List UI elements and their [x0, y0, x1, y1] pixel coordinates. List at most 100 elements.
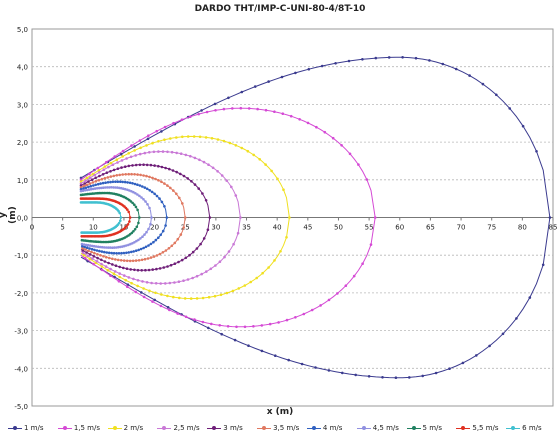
- data-point: [178, 196, 181, 200]
- legend-swatch: [506, 425, 521, 431]
- data-point: [128, 259, 132, 263]
- y-tick-label: 3,0: [17, 101, 28, 109]
- data-point: [276, 177, 279, 181]
- data-point: [186, 278, 190, 281]
- data-point: [140, 196, 143, 199]
- data-point: [260, 349, 264, 353]
- data-point: [268, 322, 272, 326]
- data-point: [247, 107, 251, 110]
- data-point: [123, 165, 127, 168]
- data-point: [173, 241, 177, 245]
- data-point: [83, 182, 86, 185]
- data-point: [85, 246, 89, 249]
- data-point: [118, 275, 121, 279]
- data-point: [285, 236, 288, 239]
- legend-item: 2 m/s: [107, 424, 143, 432]
- data-point: [157, 164, 160, 168]
- data-point: [107, 261, 110, 265]
- legend-item: 3 m/s: [207, 424, 243, 432]
- data-point: [161, 251, 165, 254]
- data-point: [167, 247, 171, 250]
- data-point: [134, 154, 137, 157]
- data-point: [80, 238, 84, 242]
- legend-swatch: [57, 425, 72, 431]
- data-point: [176, 312, 179, 315]
- x-tick-label: 40: [273, 224, 282, 232]
- data-point: [327, 298, 331, 302]
- data-point: [223, 255, 226, 259]
- data-point: [103, 260, 107, 263]
- data-point: [175, 170, 178, 174]
- data-point: [193, 183, 197, 186]
- data-point: [306, 121, 310, 125]
- data-point: [235, 325, 238, 329]
- data-point: [239, 216, 242, 219]
- data-point: [357, 163, 360, 166]
- data-point: [152, 150, 156, 154]
- data-point: [138, 184, 142, 187]
- data-point: [145, 281, 149, 284]
- data-point: [142, 198, 145, 201]
- data-point: [119, 245, 122, 249]
- data-point: [182, 279, 185, 283]
- data-point: [105, 251, 109, 254]
- data-point: [81, 247, 84, 250]
- data-point: [127, 172, 130, 176]
- data-point: [79, 184, 83, 187]
- data-point: [336, 292, 339, 295]
- data-point: [143, 186, 147, 189]
- data-point: [267, 266, 270, 269]
- data-point: [97, 169, 101, 172]
- data-point: [169, 263, 173, 267]
- data-point: [103, 186, 107, 189]
- data-point: [94, 183, 97, 187]
- data-point: [108, 256, 111, 260]
- data-point: [116, 258, 120, 262]
- data-point: [136, 284, 139, 288]
- data-point: [202, 160, 206, 164]
- data-point: [148, 189, 151, 192]
- data-point: [133, 203, 136, 206]
- data-point: [209, 267, 213, 271]
- data-point: [236, 231, 240, 235]
- data-point: [193, 318, 196, 321]
- data-point: [323, 130, 327, 134]
- data-point: [132, 277, 135, 281]
- data-point: [97, 178, 101, 182]
- data-point: [225, 291, 229, 295]
- x-tick-label: 5: [60, 224, 64, 232]
- data-point: [132, 250, 135, 253]
- data-point: [195, 274, 199, 278]
- data-point: [521, 124, 525, 128]
- data-point: [204, 136, 208, 139]
- data-point: [94, 176, 97, 180]
- data-point: [134, 205, 138, 209]
- data-point: [125, 244, 128, 247]
- data-point: [154, 238, 158, 242]
- legend-label: 2,5 m/s: [173, 424, 200, 432]
- legend-item: 4,5 m/s: [356, 424, 399, 432]
- data-point: [115, 158, 119, 161]
- data-point: [142, 287, 145, 290]
- data-point: [204, 199, 208, 202]
- data-point: [100, 265, 104, 268]
- data-point: [260, 324, 264, 327]
- data-point: [101, 181, 105, 185]
- data-point: [172, 295, 175, 299]
- data-point: [85, 188, 89, 192]
- data-point: [86, 254, 90, 257]
- y-tick-label: 1,0: [17, 177, 28, 185]
- data-point: [133, 145, 136, 148]
- data-point: [130, 281, 133, 285]
- data-point: [234, 144, 238, 147]
- data-point: [334, 62, 337, 65]
- legend-swatch: [257, 425, 272, 431]
- data-point: [134, 163, 138, 167]
- data-point: [79, 186, 83, 189]
- data-point: [127, 152, 130, 155]
- data-point: [160, 165, 164, 169]
- data-point: [192, 135, 196, 138]
- data-point: [319, 304, 322, 307]
- data-point: [302, 312, 306, 316]
- data-point: [331, 136, 335, 140]
